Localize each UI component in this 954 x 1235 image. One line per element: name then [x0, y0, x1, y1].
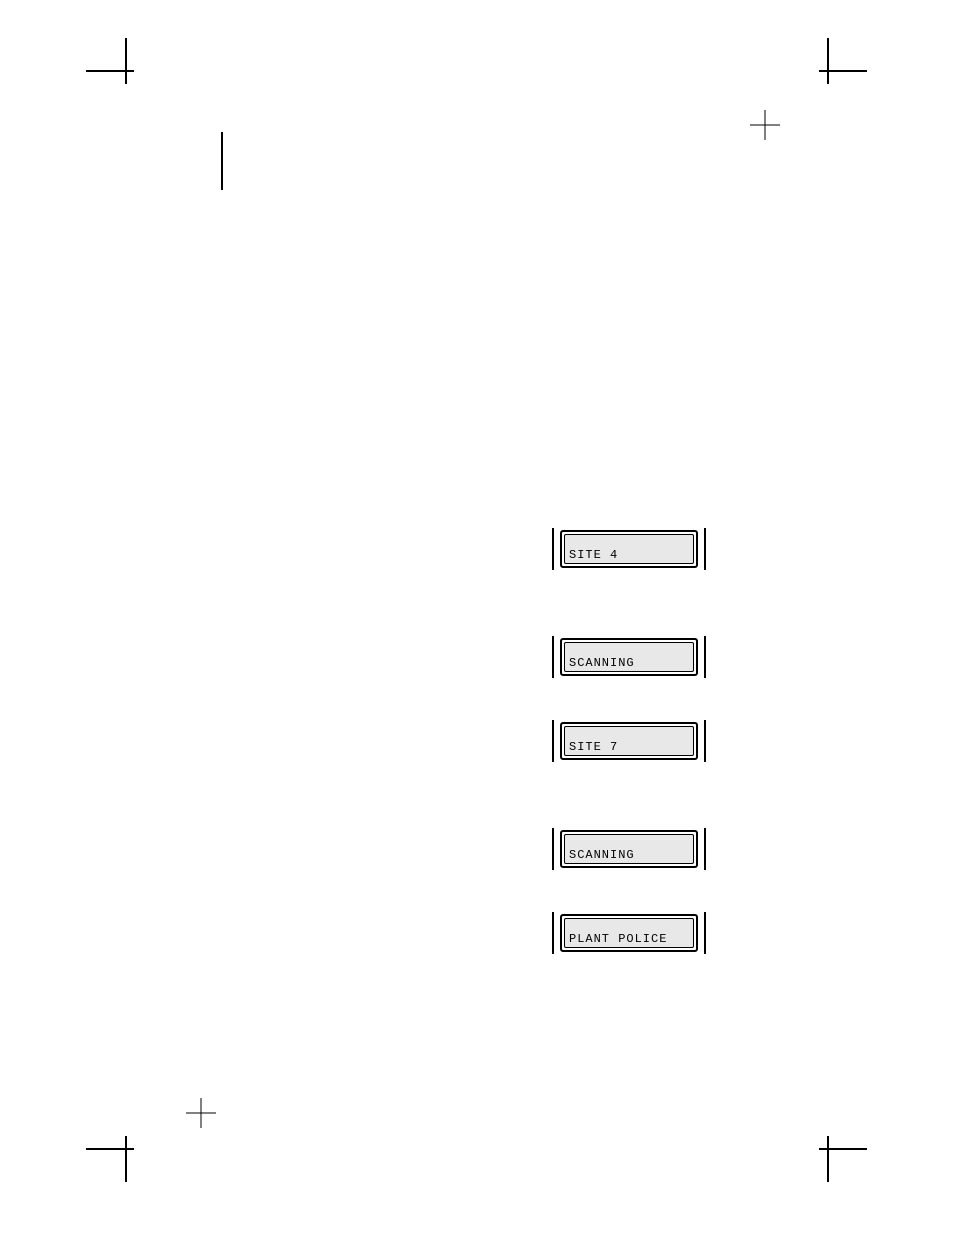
crop-mark — [827, 38, 829, 84]
lcd-side-bar-right — [704, 528, 706, 570]
crop-mark — [221, 132, 223, 190]
lcd-side-bar-right — [704, 636, 706, 678]
registration-mark — [186, 1098, 216, 1128]
lcd-frame-outer: SCANNING — [560, 638, 698, 676]
lcd-display: SITE 7 — [552, 720, 706, 762]
lcd-side-bar-left — [552, 528, 554, 570]
lcd-side-bar-left — [552, 912, 554, 954]
lcd-frame-inner: SITE 4 — [564, 534, 694, 564]
lcd-display: SCANNING — [552, 828, 706, 870]
crop-mark — [125, 38, 127, 84]
lcd-side-bar-left — [552, 720, 554, 762]
lcd-display: SCANNING — [552, 636, 706, 678]
lcd-text: PLANT POLICE — [569, 933, 667, 945]
lcd-text: SITE 4 — [569, 549, 618, 561]
lcd-side-bar-left — [552, 636, 554, 678]
crop-mark — [827, 1136, 829, 1182]
lcd-frame-inner: PLANT POLICE — [564, 918, 694, 948]
lcd-frame-outer: SITE 7 — [560, 722, 698, 760]
lcd-text: SITE 7 — [569, 741, 618, 753]
lcd-display: SITE 4 — [552, 528, 706, 570]
lcd-frame-outer: PLANT POLICE — [560, 914, 698, 952]
lcd-frame-inner: SCANNING — [564, 642, 694, 672]
lcd-side-bar-right — [704, 912, 706, 954]
lcd-frame-inner: SITE 7 — [564, 726, 694, 756]
lcd-frame-inner: SCANNING — [564, 834, 694, 864]
registration-mark — [750, 110, 780, 140]
lcd-text: SCANNING — [569, 657, 635, 669]
crop-mark — [125, 1136, 127, 1182]
lcd-side-bar-left — [552, 828, 554, 870]
lcd-side-bar-right — [704, 720, 706, 762]
lcd-frame-outer: SCANNING — [560, 830, 698, 868]
lcd-display: PLANT POLICE — [552, 912, 706, 954]
lcd-text: SCANNING — [569, 849, 635, 861]
lcd-side-bar-right — [704, 828, 706, 870]
lcd-frame-outer: SITE 4 — [560, 530, 698, 568]
